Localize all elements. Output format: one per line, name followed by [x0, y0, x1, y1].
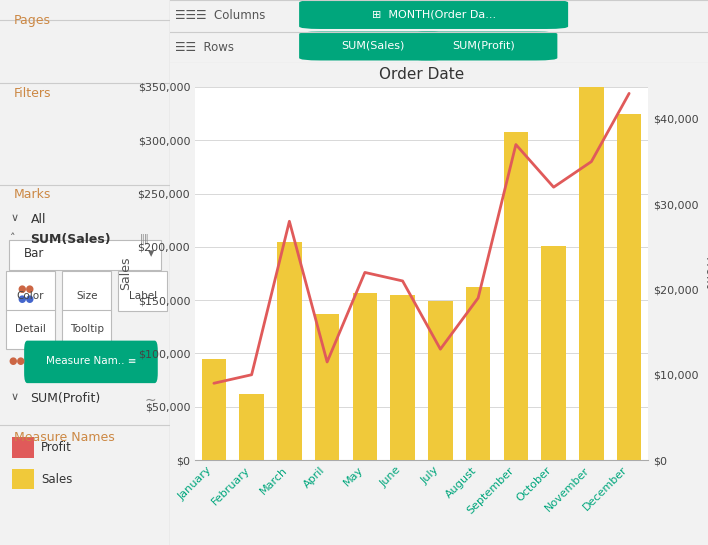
Text: ∼: ∼ [144, 392, 156, 407]
Bar [239, 394, 264, 460]
FancyBboxPatch shape [118, 271, 168, 311]
Bar [542, 246, 566, 460]
Text: ☰☰  Rows: ☰☰ Rows [176, 41, 234, 54]
Bar [428, 301, 452, 460]
Bar [466, 287, 491, 460]
Text: Sales: Sales [41, 473, 72, 486]
FancyBboxPatch shape [299, 0, 568, 29]
Text: ‖‖: ‖‖ [139, 233, 149, 244]
Text: ●●: ●● [17, 294, 34, 304]
Text: ▾: ▾ [148, 247, 154, 261]
Text: ˄: ˄ [10, 233, 16, 243]
Text: Filters: Filters [13, 87, 51, 100]
Title: Order Date: Order Date [379, 66, 464, 82]
FancyBboxPatch shape [6, 310, 55, 349]
Text: All: All [30, 213, 46, 226]
Text: ●●: ●● [8, 356, 25, 366]
Text: ∨: ∨ [10, 392, 18, 402]
Text: ☰☰☰  Columns: ☰☰☰ Columns [176, 9, 266, 22]
Y-axis label: Profit: Profit [702, 257, 708, 290]
Text: Color: Color [17, 291, 45, 301]
Bar [12, 469, 34, 489]
Text: Measure Names: Measure Names [13, 431, 115, 444]
Bar [579, 85, 604, 460]
Text: Bar: Bar [24, 247, 44, 261]
Text: ●●: ●● [17, 284, 34, 294]
FancyBboxPatch shape [62, 310, 111, 349]
Text: ⊞  MONTH(Order Da...: ⊞ MONTH(Order Da... [372, 9, 496, 20]
Text: Marks: Marks [13, 188, 51, 201]
Text: Measure Nam.. ≡: Measure Nam.. ≡ [46, 356, 136, 366]
Text: Label: Label [129, 291, 157, 301]
Bar [277, 241, 302, 460]
Text: SUM(Sales): SUM(Sales) [30, 233, 111, 246]
Bar [617, 114, 641, 460]
Bar [12, 437, 34, 458]
FancyBboxPatch shape [299, 32, 447, 60]
Text: ∨: ∨ [10, 213, 18, 222]
Text: SUM(Sales): SUM(Sales) [341, 41, 405, 51]
Y-axis label: Sales: Sales [119, 257, 132, 290]
Text: Tooltip: Tooltip [69, 324, 103, 334]
FancyBboxPatch shape [62, 271, 111, 311]
FancyBboxPatch shape [6, 271, 55, 311]
Text: Profit: Profit [41, 441, 72, 454]
Bar [202, 359, 226, 460]
FancyBboxPatch shape [409, 32, 557, 60]
Text: Detail: Detail [15, 324, 46, 334]
Text: SUM(Profit): SUM(Profit) [452, 41, 515, 51]
Bar [353, 293, 377, 460]
Bar [503, 132, 528, 460]
Bar [390, 295, 415, 460]
FancyBboxPatch shape [9, 240, 161, 270]
Text: SUM(Profit): SUM(Profit) [30, 392, 101, 405]
FancyBboxPatch shape [24, 341, 158, 383]
Bar [315, 314, 339, 460]
Text: Size: Size [76, 291, 98, 301]
Text: Pages: Pages [13, 14, 50, 27]
